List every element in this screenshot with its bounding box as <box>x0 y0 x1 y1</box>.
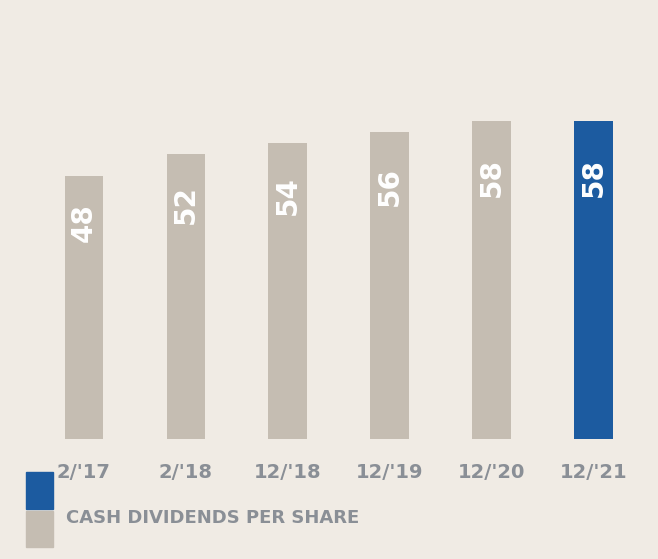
Bar <box>166 154 205 439</box>
Bar <box>574 121 613 439</box>
Text: 56: 56 <box>376 168 404 206</box>
Text: 58: 58 <box>580 159 608 197</box>
Text: 12/'21: 12/'21 <box>560 463 628 482</box>
Bar <box>370 131 409 439</box>
Text: 12/'18: 12/'18 <box>254 463 322 482</box>
Text: 54: 54 <box>274 177 302 215</box>
Text: 52: 52 <box>172 186 200 224</box>
Text: CASH DIVIDENDS PER SHARE: CASH DIVIDENDS PER SHARE <box>66 509 359 527</box>
Bar <box>26 511 53 547</box>
Text: 12/'19: 12/'19 <box>356 463 424 482</box>
Text: 2/'17: 2/'17 <box>57 463 111 482</box>
Text: 12/'20: 12/'20 <box>458 463 526 482</box>
Bar <box>64 176 103 439</box>
Text: 58: 58 <box>478 159 506 197</box>
Bar <box>472 121 511 439</box>
Bar <box>26 472 53 509</box>
Text: 48: 48 <box>70 203 98 242</box>
Text: 2/'18: 2/'18 <box>159 463 213 482</box>
Bar <box>268 143 307 439</box>
